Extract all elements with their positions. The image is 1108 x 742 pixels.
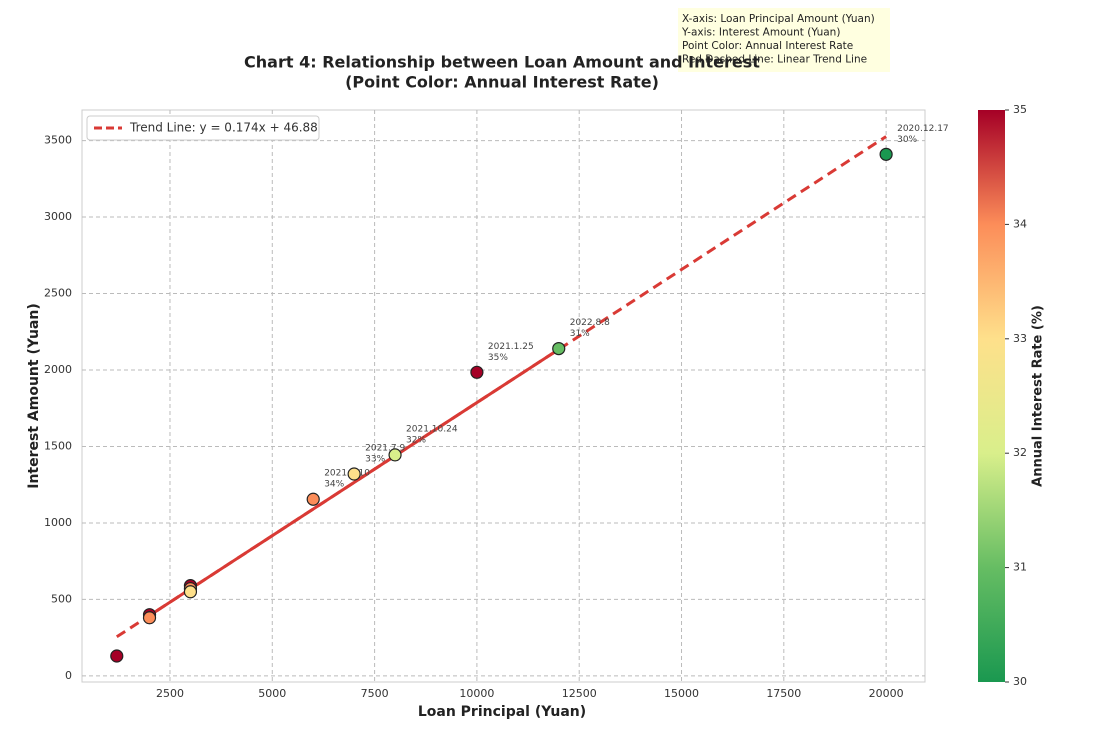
annotation-rate: 34% bbox=[324, 480, 344, 490]
x-tick-label: 7500 bbox=[361, 687, 389, 700]
annotation-date: 2020.12.17 bbox=[897, 124, 949, 134]
x-tick-label: 20000 bbox=[869, 687, 904, 700]
info-box bbox=[678, 8, 890, 72]
point bbox=[879, 147, 893, 161]
colorbar-tick-label: 33 bbox=[1013, 332, 1027, 345]
x-tick-label: 12500 bbox=[562, 687, 597, 700]
info-line: Red Dashed Line: Linear Trend Line bbox=[682, 54, 867, 66]
y-tick-label: 3000 bbox=[44, 210, 72, 223]
colorbar-label: Annual Interest Rate (%) bbox=[1031, 305, 1046, 487]
legend-box bbox=[86, 115, 320, 141]
x-tick-label: 10000 bbox=[459, 687, 494, 700]
point bbox=[470, 365, 484, 379]
annotation-rate: 31% bbox=[570, 329, 590, 339]
info-line: Y-axis: Interest Amount (Yuan) bbox=[681, 27, 840, 39]
info-line: Point Color: Annual Interest Rate bbox=[682, 40, 853, 52]
y-tick-label: 2000 bbox=[44, 363, 72, 376]
point bbox=[306, 492, 320, 506]
y-tick-label: 2500 bbox=[44, 287, 72, 300]
trend-line-solid bbox=[148, 348, 560, 617]
y-tick-label: 1000 bbox=[44, 516, 72, 529]
colorbar-tick-label: 34 bbox=[1013, 217, 1027, 230]
point bbox=[142, 611, 157, 625]
y-tick-label: 0 bbox=[65, 669, 72, 682]
annotation-date: 2021.1.25 bbox=[488, 342, 534, 352]
chart-title: Chart 4: Relationship between Loan Amoun… bbox=[244, 53, 760, 72]
point bbox=[110, 649, 124, 663]
colorbar-tick-label: 30 bbox=[1013, 675, 1027, 688]
x-tick-label: 5000 bbox=[258, 687, 286, 700]
y-tick-label: 3500 bbox=[44, 134, 72, 147]
y-tick-label: 1500 bbox=[44, 439, 72, 452]
annotation-date: 2021.1.10 bbox=[324, 469, 370, 479]
y-axis-label: Interest Amount (Yuan) bbox=[26, 303, 42, 489]
x-tick-label: 15000 bbox=[664, 687, 699, 700]
point bbox=[552, 341, 566, 356]
colorbar-tick-label: 32 bbox=[1013, 446, 1027, 459]
point bbox=[388, 448, 402, 462]
legend-label: Trend Line: y = 0.174x + 46.88 bbox=[129, 121, 318, 135]
annotation-rate: 35% bbox=[488, 353, 508, 363]
annotation-date: 2022.8.8 bbox=[570, 318, 610, 328]
colorbar-tick-label: 35 bbox=[1013, 103, 1027, 116]
annotation-rate: 32% bbox=[406, 435, 426, 445]
y-tick-label: 500 bbox=[51, 592, 72, 605]
annotation-date: 2021.7.9 bbox=[365, 444, 405, 454]
annotation-rate: 33% bbox=[365, 455, 385, 465]
point bbox=[183, 585, 198, 599]
plot-frame bbox=[81, 109, 926, 683]
colorbar-tick-label: 31 bbox=[1013, 561, 1027, 574]
annotation-date: 2021.10.24 bbox=[406, 424, 458, 434]
info-line: X-axis: Loan Principal Amount (Yuan) bbox=[682, 13, 875, 25]
colorbar bbox=[978, 110, 1005, 682]
x-tick-label: 2500 bbox=[156, 687, 184, 700]
x-axis-label: Loan Principal (Yuan) bbox=[418, 704, 586, 720]
point bbox=[347, 467, 361, 481]
x-tick-label: 17500 bbox=[766, 687, 801, 700]
chart-subtitle: (Point Color: Annual Interest Rate) bbox=[345, 73, 659, 92]
annotation-rate: 30% bbox=[897, 135, 917, 145]
